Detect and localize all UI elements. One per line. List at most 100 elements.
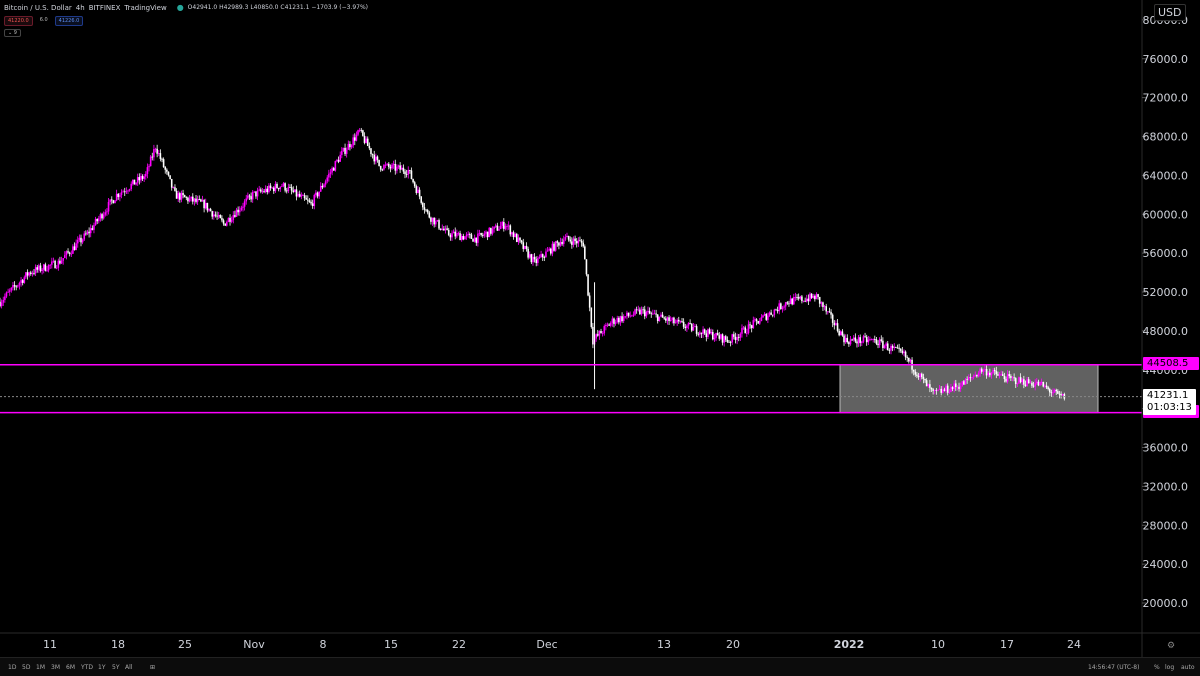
candle [553,243,555,251]
candle [360,129,363,131]
candle [190,196,192,199]
candle [400,167,403,170]
candle [922,377,925,379]
candle [796,297,798,298]
bid-price[interactable]: 41220.0 [4,16,33,26]
candle [470,234,473,239]
date-range-icon[interactable]: ⊞ [150,664,156,671]
candle [1052,392,1054,394]
candle [303,195,306,199]
auto-toggle[interactable]: auto [1181,664,1195,671]
candle [914,371,917,375]
candle [1036,381,1038,384]
candle [608,324,610,326]
candle [980,368,983,372]
symbol-name[interactable]: Bitcoin / U.S. Dollar [4,3,72,12]
candle [167,171,170,176]
candle [1050,392,1053,394]
candle [67,251,69,253]
currency-label[interactable]: USD [1154,4,1186,21]
timeframe-1y[interactable]: 1Y [98,664,106,671]
candle [132,179,134,184]
candle [0,301,1,307]
timeframe-6m[interactable]: 6M [66,664,75,671]
ask-price[interactable]: 41226.0 [54,16,84,26]
candle [146,167,149,174]
price-chart[interactable]: 20000.024000.028000.032000.036000.040000… [0,0,1200,657]
settings-gear-icon[interactable]: ⚙ [1167,641,1175,651]
timeframe-1m[interactable]: 1M [36,664,45,671]
percent-toggle[interactable]: % [1154,664,1160,671]
candle [831,314,834,323]
candle [78,237,81,241]
candle [938,388,941,390]
candle [491,228,494,234]
candle [801,296,803,302]
candle [642,309,644,311]
candle [224,223,226,226]
candle [217,215,220,217]
candle [318,191,320,197]
candle [807,298,810,302]
interval[interactable]: 4h [75,3,85,12]
indicator-count: 9 [13,30,17,36]
candle [524,245,526,249]
candle [120,192,123,195]
indicator-toggle[interactable]: ⌄ 9 [4,29,21,37]
timeframe-ytd[interactable]: YTD [81,664,93,671]
candle [341,151,343,155]
candle [31,272,34,274]
candle [1024,384,1027,387]
candle [38,265,40,270]
timeframe-3m[interactable]: 3M [51,664,60,671]
candle [812,296,815,298]
candle [164,167,167,170]
log-toggle[interactable]: log [1165,664,1175,671]
candle [363,135,366,143]
candle [614,322,617,324]
x-tick-label: 18 [111,638,125,651]
candle [864,336,866,338]
candle [107,201,110,212]
candle [365,138,367,143]
candle [422,202,424,208]
candle [933,389,936,391]
candle [21,280,24,283]
candle [1032,385,1035,387]
candle [695,326,698,334]
candle [509,225,512,235]
timeframe-1d[interactable]: 1D [8,664,17,671]
candle [543,257,546,259]
candle [877,343,879,346]
candle [475,237,478,243]
candle [713,337,716,340]
candle [329,172,332,174]
candle [183,195,186,198]
candle [990,372,993,376]
candle [216,215,218,217]
candle [640,309,643,315]
candle [480,233,482,236]
x-tick-label: 15 [384,638,398,651]
candle [98,218,100,222]
timeframe-5y[interactable]: 5Y [112,664,120,671]
candle [1027,379,1030,384]
clock[interactable]: 14:56:47 (UTC-8) [1088,664,1140,671]
timeframe-all[interactable]: All [125,664,133,671]
candle [985,368,988,376]
candle [702,329,704,334]
candle [36,267,39,270]
candle [263,191,265,193]
candle [494,225,497,227]
candle [506,225,508,227]
candle [979,368,981,374]
candle [370,148,372,155]
candle [415,186,418,194]
candle [977,373,980,377]
candle [274,183,277,192]
timeframe-5d[interactable]: 5D [22,664,31,671]
candle [661,314,664,318]
candle [128,189,131,191]
candle [791,298,793,305]
candle [643,309,646,317]
